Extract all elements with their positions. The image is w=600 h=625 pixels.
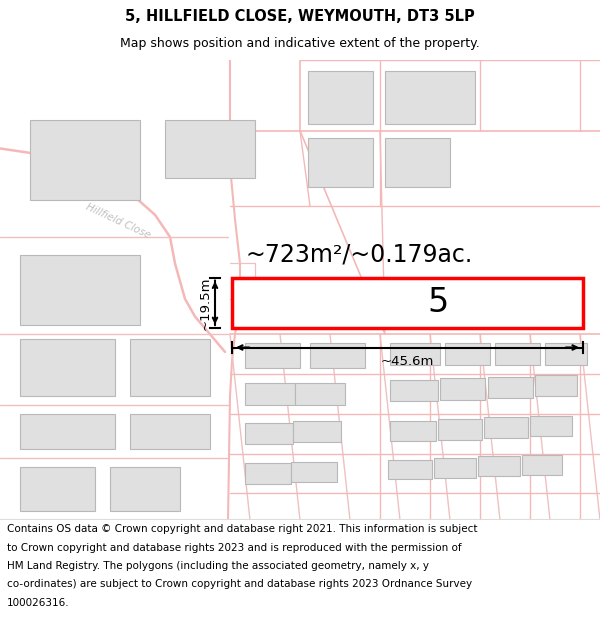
Text: 5, HILLFIELD CLOSE, WEYMOUTH, DT3 5LP: 5, HILLFIELD CLOSE, WEYMOUTH, DT3 5LP: [125, 9, 475, 24]
Bar: [390, 343, 440, 365]
Bar: [522, 456, 562, 475]
Bar: [390, 421, 436, 441]
Bar: [20, 254, 140, 326]
Text: ~723m²/~0.179ac.: ~723m²/~0.179ac.: [245, 242, 472, 267]
Bar: [20, 467, 95, 511]
Text: Contains OS data © Crown copyright and database right 2021. This information is : Contains OS data © Crown copyright and d…: [7, 524, 478, 534]
Bar: [20, 339, 115, 396]
Bar: [385, 71, 475, 124]
Bar: [308, 138, 373, 186]
Bar: [535, 375, 577, 396]
Bar: [293, 421, 341, 442]
Bar: [295, 383, 345, 405]
Bar: [385, 138, 450, 186]
Bar: [245, 463, 291, 484]
Bar: [130, 414, 210, 449]
Text: ~19.5m: ~19.5m: [199, 276, 212, 329]
Text: co-ordinates) are subject to Crown copyright and database rights 2023 Ordnance S: co-ordinates) are subject to Crown copyr…: [7, 579, 472, 589]
Bar: [440, 379, 485, 400]
Bar: [130, 339, 210, 396]
Bar: [20, 414, 115, 449]
Bar: [30, 120, 140, 200]
Bar: [291, 462, 337, 482]
Bar: [308, 71, 373, 124]
Text: to Crown copyright and database rights 2023 and is reproduced with the permissio: to Crown copyright and database rights 2…: [7, 542, 462, 552]
Bar: [165, 120, 255, 177]
Bar: [245, 343, 300, 368]
Bar: [390, 380, 438, 401]
Bar: [478, 456, 520, 476]
Bar: [530, 416, 572, 436]
Bar: [445, 343, 490, 365]
Bar: [240, 285, 288, 318]
Bar: [232, 278, 583, 328]
Bar: [310, 343, 365, 368]
Text: Hillfield Close: Hillfield Close: [84, 202, 152, 241]
Bar: [545, 343, 587, 365]
Text: Map shows position and indicative extent of the property.: Map shows position and indicative extent…: [120, 38, 480, 50]
Bar: [245, 422, 293, 444]
Bar: [434, 458, 476, 478]
Bar: [488, 377, 533, 398]
Bar: [484, 418, 528, 437]
Bar: [495, 343, 540, 365]
Text: 5: 5: [427, 286, 448, 319]
Bar: [388, 460, 432, 479]
Bar: [110, 467, 180, 511]
Text: ~45.6m: ~45.6m: [381, 354, 434, 367]
Bar: [438, 419, 482, 439]
Bar: [245, 383, 295, 405]
Text: 100026316.: 100026316.: [7, 598, 70, 608]
Text: HM Land Registry. The polygons (including the associated geometry, namely x, y: HM Land Registry. The polygons (includin…: [7, 561, 429, 571]
